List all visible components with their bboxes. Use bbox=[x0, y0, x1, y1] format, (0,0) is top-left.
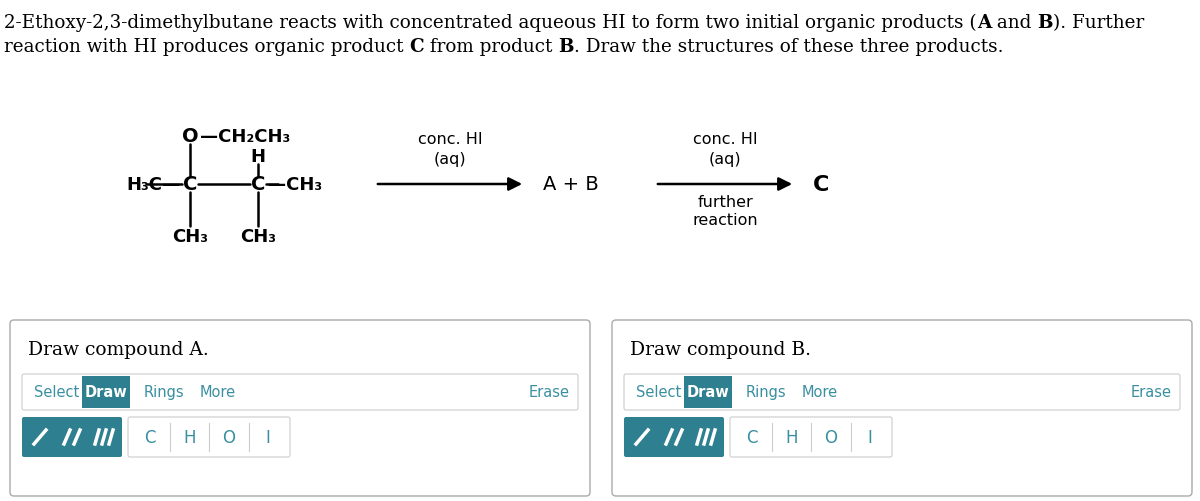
Text: B: B bbox=[1037, 14, 1052, 32]
Text: CH₃: CH₃ bbox=[240, 227, 276, 245]
Text: C: C bbox=[814, 175, 829, 194]
Bar bbox=[684, 376, 732, 408]
FancyBboxPatch shape bbox=[128, 417, 290, 457]
Text: reaction: reaction bbox=[692, 212, 758, 227]
Text: —CH₂CH₃: —CH₂CH₃ bbox=[200, 128, 290, 146]
Text: O: O bbox=[181, 127, 198, 146]
Text: A + B: A + B bbox=[544, 175, 599, 194]
Text: Draw: Draw bbox=[85, 385, 127, 400]
Text: H: H bbox=[251, 148, 265, 166]
Text: Erase: Erase bbox=[529, 385, 570, 400]
Text: . Draw the structures of these three products.: . Draw the structures of these three pro… bbox=[574, 38, 1003, 56]
Text: H: H bbox=[184, 428, 196, 446]
Text: C: C bbox=[144, 428, 156, 446]
Text: Draw compound B.: Draw compound B. bbox=[630, 340, 811, 358]
FancyBboxPatch shape bbox=[730, 417, 892, 457]
FancyBboxPatch shape bbox=[22, 417, 122, 457]
FancyBboxPatch shape bbox=[624, 374, 1180, 410]
Text: (aq): (aq) bbox=[709, 152, 742, 167]
Text: A: A bbox=[977, 14, 991, 32]
Text: (aq): (aq) bbox=[433, 152, 467, 167]
Text: from product: from product bbox=[424, 38, 558, 56]
Text: I: I bbox=[266, 428, 271, 446]
Text: O: O bbox=[824, 428, 838, 446]
FancyBboxPatch shape bbox=[612, 320, 1192, 496]
Text: ). Further: ). Further bbox=[1052, 14, 1144, 32]
FancyBboxPatch shape bbox=[624, 417, 724, 457]
Text: More: More bbox=[802, 385, 838, 400]
Text: C: C bbox=[409, 38, 424, 56]
Text: I: I bbox=[868, 428, 872, 446]
Text: CH₃: CH₃ bbox=[172, 227, 208, 245]
Text: Select: Select bbox=[34, 385, 79, 400]
Text: O: O bbox=[222, 428, 235, 446]
Text: C: C bbox=[182, 175, 197, 194]
Text: reaction with HI produces organic product: reaction with HI produces organic produc… bbox=[4, 38, 409, 56]
Text: and: and bbox=[991, 14, 1037, 32]
Text: conc. HI: conc. HI bbox=[418, 132, 482, 147]
Text: C: C bbox=[251, 175, 265, 194]
FancyBboxPatch shape bbox=[10, 320, 590, 496]
Text: B: B bbox=[558, 38, 574, 56]
Text: Erase: Erase bbox=[1132, 385, 1172, 400]
Text: More: More bbox=[200, 385, 236, 400]
Text: Rings: Rings bbox=[746, 385, 787, 400]
Text: conc. HI: conc. HI bbox=[692, 132, 757, 147]
Text: —CH₃: —CH₃ bbox=[268, 176, 322, 193]
Text: H: H bbox=[785, 428, 798, 446]
Text: Rings: Rings bbox=[144, 385, 185, 400]
Text: 2-Ethoxy-2,3-dimethylbutane reacts with concentrated aqueous HI to form two init: 2-Ethoxy-2,3-dimethylbutane reacts with … bbox=[4, 14, 977, 32]
Text: further: further bbox=[697, 194, 752, 209]
Text: Select: Select bbox=[636, 385, 682, 400]
FancyBboxPatch shape bbox=[22, 374, 578, 410]
Text: C: C bbox=[746, 428, 757, 446]
Text: Draw compound A.: Draw compound A. bbox=[28, 340, 209, 358]
Text: Draw: Draw bbox=[686, 385, 730, 400]
Bar bbox=[82, 376, 130, 408]
Text: H₃C—: H₃C— bbox=[126, 176, 180, 193]
